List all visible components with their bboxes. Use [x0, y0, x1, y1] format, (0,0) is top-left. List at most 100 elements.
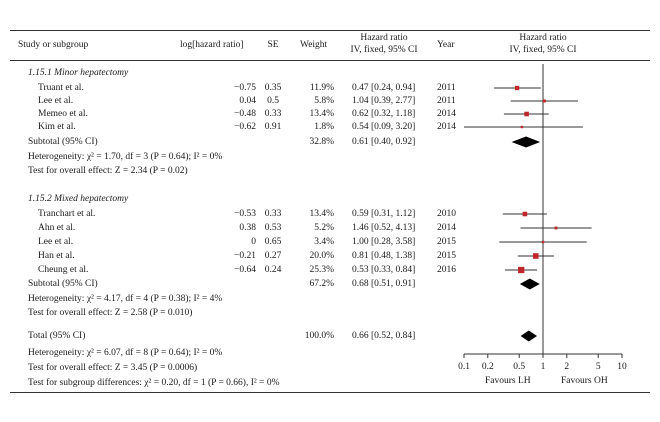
ci-value: 0.47 [0.24, 0.94] — [352, 83, 416, 93]
ci-value: 1.00 [0.28, 3.58] — [352, 237, 416, 247]
study-name: Lee et al. — [38, 237, 74, 247]
footer-overall-effect: Test for overall effect: Z = 3.45 (P = 0… — [28, 363, 198, 373]
ci-value: 0.54 [0.09, 3.20] — [352, 122, 416, 132]
top-rule — [10, 30, 650, 31]
weight-value: 3.4% — [314, 237, 334, 247]
study-square — [524, 111, 529, 117]
pooled-diamond — [519, 278, 540, 290]
weight-value: 13.4% — [309, 209, 334, 219]
se-value: 0.5 — [267, 96, 279, 106]
header-year: Year — [437, 40, 455, 50]
loghr-value: −0.64 — [234, 265, 256, 275]
loghr-value: 0.38 — [239, 223, 256, 233]
overall-effect-text: Test for overall effect: Z = 2.58 (P = 0… — [28, 308, 193, 318]
subtotal-weight: 67.2% — [309, 279, 334, 289]
year-value: 2016 — [437, 265, 456, 275]
subtotal-label: Subtotal (95% CI) — [28, 137, 98, 147]
study-name: Ahn et al. — [38, 223, 76, 233]
weight-value: 5.8% — [314, 96, 334, 106]
header-rule — [10, 60, 650, 61]
subtotal-ci: 0.68 [0.51, 0.91] — [352, 279, 416, 289]
footer-subgroup-differences: Test for subgroup differences: χ² = 0.20… — [28, 378, 280, 388]
loghr-value: −0.48 — [234, 109, 256, 119]
heterogeneity-text: Heterogeneity: χ² = 4.17, df = 4 (P = 0.… — [28, 294, 223, 304]
loghr-value: −0.21 — [234, 251, 256, 261]
year-value: 2015 — [437, 251, 456, 261]
se-value: 0.35 — [264, 83, 282, 93]
ci-value: 0.81 [0.48, 1.38] — [352, 251, 416, 261]
year-value: 2014 — [437, 122, 456, 132]
favours-left-label: Favours LH — [485, 376, 531, 386]
subtotal-ci: 0.61 [0.40, 0.92] — [352, 137, 416, 147]
study-square — [554, 226, 558, 230]
header-hr-line2: IV, fixed, 95% CI — [350, 45, 418, 55]
weight-value: 1.8% — [314, 122, 334, 132]
pooled-diamond — [520, 330, 538, 342]
subtotal-weight: 32.8% — [309, 137, 334, 147]
total-ci: 0.66 [0.52, 0.84] — [352, 331, 416, 341]
header-plot-line2: IV, fixed, 95% CI — [509, 45, 577, 55]
year-value: 2014 — [437, 223, 456, 233]
study-name: Cheung et al. — [38, 265, 89, 275]
group-title: 1.15.2 Mixed hepatectomy — [28, 194, 129, 204]
study-name: Lee et al. — [38, 96, 74, 106]
x-tick-label: 0.2 — [482, 362, 494, 372]
se-value: 0.24 — [264, 265, 282, 275]
overall-effect-text: Test for overall effect: Z = 2.34 (P = 0… — [28, 166, 188, 176]
loghr-value: 0 — [251, 237, 256, 247]
se-value: 0.33 — [264, 109, 282, 119]
year-value: 2014 — [437, 109, 456, 119]
pooled-diamond — [511, 136, 541, 148]
x-tick-label: 0.1 — [458, 362, 470, 372]
se-value: 0.53 — [264, 223, 282, 233]
year-value: 2011 — [437, 83, 456, 93]
study-name: Kim et al. — [38, 122, 76, 132]
se-value: 0.27 — [264, 251, 282, 261]
header-study: Study or subgroup — [18, 40, 89, 50]
header-loghr: log[hazard ratio] — [180, 40, 244, 50]
x-tick-label: 1 — [541, 362, 546, 372]
favours-right-label: Favours OH — [561, 376, 608, 386]
weight-value: 13.4% — [309, 109, 334, 119]
header-hr-line1: Hazard ratio — [360, 33, 408, 43]
ci-value: 0.59 [0.31, 1.12] — [352, 209, 416, 219]
study-square — [541, 240, 545, 244]
header-plot-line1: Hazard ratio — [519, 33, 567, 43]
weight-value: 5.2% — [314, 223, 334, 233]
study-name: Tranchart et al. — [38, 209, 96, 219]
year-value: 2015 — [437, 237, 456, 247]
ci-value: 1.46 [0.52, 4.13] — [352, 223, 416, 233]
study-name: Truant et al. — [38, 83, 84, 93]
weight-value: 20.0% — [309, 251, 334, 261]
header-se: SE — [267, 40, 279, 50]
study-name: Memeo et al. — [38, 109, 88, 119]
x-tick-label: 5 — [596, 362, 601, 372]
se-value: 0.65 — [264, 237, 282, 247]
heterogeneity-text: Heterogeneity: χ² = 1.70, df = 3 (P = 0.… — [28, 152, 223, 162]
se-value: 0.91 — [264, 122, 282, 132]
weight-value: 25.3% — [309, 265, 334, 275]
total-weight: 100.0% — [304, 331, 334, 341]
subtotal-label: Subtotal (95% CI) — [28, 279, 98, 289]
year-value: 2011 — [437, 96, 456, 106]
weight-value: 11.9% — [309, 83, 334, 93]
loghr-value: −0.53 — [234, 209, 256, 219]
study-square — [520, 125, 524, 129]
ci-value: 0.62 [0.32, 1.18] — [352, 109, 416, 119]
loghr-value: −0.62 — [234, 122, 256, 132]
loghr-value: −0.75 — [234, 83, 256, 93]
se-value: 0.33 — [264, 209, 282, 219]
study-name: Han et al. — [38, 251, 75, 261]
study-square — [532, 253, 539, 259]
group-title: 1.15.1 Minor hepatectomy — [28, 68, 129, 78]
loghr-value: 0.04 — [239, 96, 256, 106]
ci-value: 0.53 [0.33, 0.84] — [352, 265, 416, 275]
bottom-rule — [10, 392, 650, 393]
header-weight: Weight — [300, 40, 328, 50]
x-tick-label: 10 — [617, 362, 627, 372]
study-square — [542, 99, 546, 103]
x-tick-label: 0.5 — [513, 362, 525, 372]
footer-heterogeneity: Heterogeneity: χ² = 6.07, df = 8 (P = 0.… — [28, 348, 223, 358]
ci-value: 1.04 [0.39, 2.77] — [352, 96, 416, 106]
